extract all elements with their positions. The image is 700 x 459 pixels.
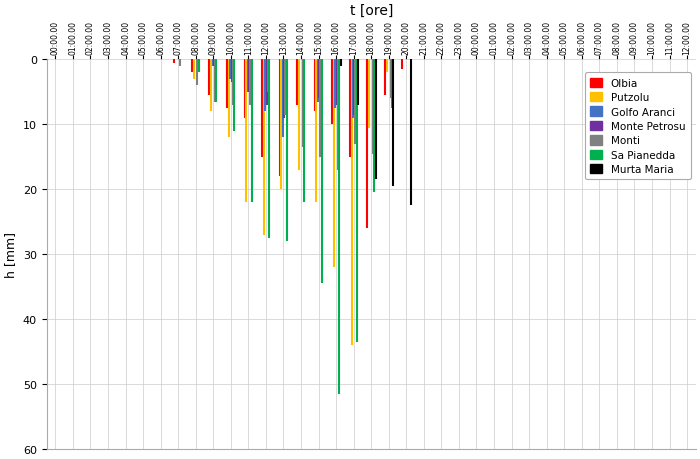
Y-axis label: h [mm]: h [mm] xyxy=(4,232,18,278)
X-axis label: t [ore]: t [ore] xyxy=(349,4,393,18)
Legend: Olbia, Putzolu, Golfo Aranci, Monte Petrosu, Monti, Sa Pianedda, Murta Maria: Olbia, Putzolu, Golfo Aranci, Monte Petr… xyxy=(584,73,691,180)
